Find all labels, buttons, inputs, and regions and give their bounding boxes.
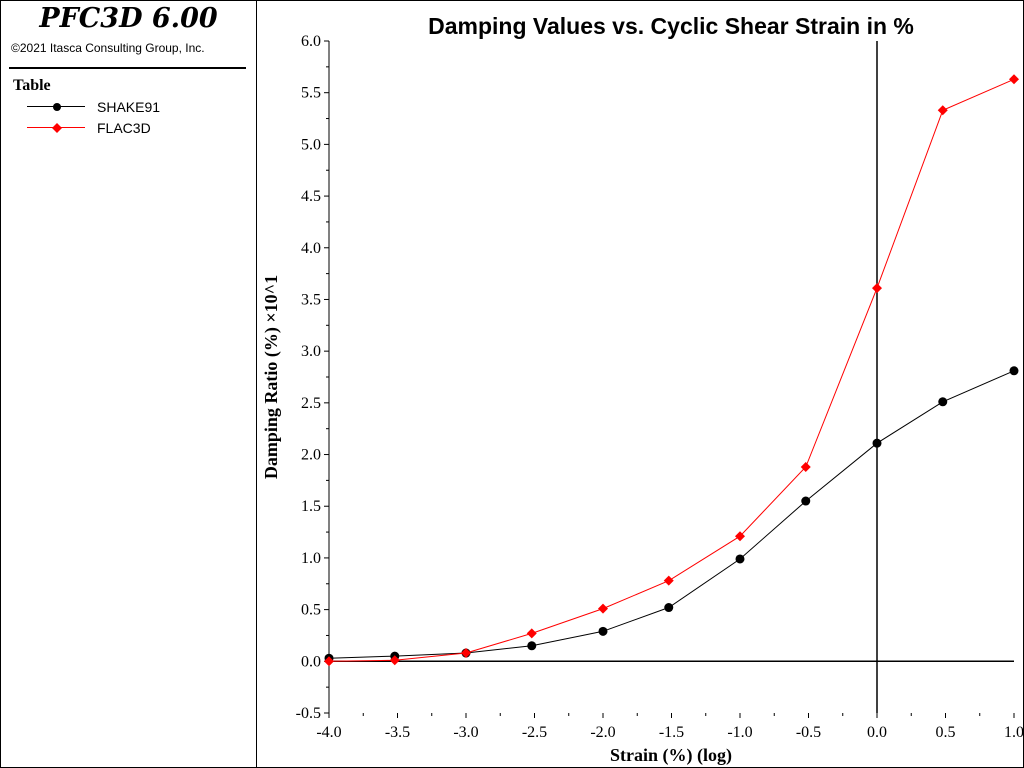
x-tick-label: 0.0 — [867, 724, 887, 741]
y-tick-label: 0.5 — [301, 602, 321, 619]
y-tick-label: 1.5 — [301, 498, 321, 515]
y-tick-label: 6.0 — [301, 33, 321, 50]
y-tick-label: 3.5 — [301, 291, 321, 308]
data-point-flac3d — [735, 531, 745, 542]
y-tick-label: 4.5 — [301, 188, 321, 205]
series-layer — [324, 74, 1019, 667]
data-point-shake91 — [1009, 366, 1019, 376]
y-tick-label: 5.5 — [301, 85, 321, 102]
legend-panel: PFC3D 6.00 ©2021 Itasca Consulting Group… — [1, 1, 257, 767]
x-tick-label: -3.5 — [385, 724, 410, 741]
sidebar-divider — [9, 67, 246, 69]
x-tick-label: -4.0 — [316, 724, 341, 741]
legend-label-shake91: SHAKE91 — [97, 99, 161, 115]
data-point-flac3d — [526, 628, 537, 639]
data-point-flac3d — [389, 655, 400, 666]
x-tick-label: -2.0 — [590, 724, 615, 741]
data-point-shake91 — [735, 554, 745, 564]
circle-marker-icon — [53, 103, 61, 111]
data-point-flac3d — [461, 648, 471, 659]
y-tick-label: 0.0 — [301, 653, 321, 670]
diamond-marker-icon — [52, 123, 62, 133]
data-point-flac3d — [937, 105, 948, 116]
data-point-shake91 — [598, 626, 608, 636]
x-tick-label: -1.5 — [659, 724, 684, 741]
y-tick-label: 5.0 — [301, 136, 321, 153]
y-tick-label: 4.0 — [301, 240, 321, 257]
legend-label-flac3d: FLAC3D — [97, 120, 151, 136]
x-tick-label: 0.5 — [936, 724, 956, 741]
data-point-shake91 — [664, 603, 674, 613]
legend-title: Table — [13, 77, 51, 94]
y-tick-label: 2.0 — [301, 447, 321, 464]
data-point-flac3d — [1009, 74, 1019, 85]
data-point-flac3d — [872, 283, 882, 294]
data-point-flac3d — [598, 603, 608, 614]
x-tick-label: -2.5 — [522, 724, 547, 741]
x-tick-label: 1.0 — [1004, 724, 1023, 741]
data-point-shake91 — [801, 496, 811, 506]
data-point-shake91 — [872, 438, 882, 448]
series-line-shake91 — [328, 370, 1015, 659]
data-point-shake91 — [938, 397, 948, 407]
data-point-flac3d — [324, 656, 334, 667]
data-point-flac3d — [663, 575, 674, 586]
axes: -0.5 0.0 0.5 1.0 1.5 2.0 2.5 3.0 3.5 4.0 4.5 5.0 5.5… — [296, 33, 1023, 741]
y-axis-title: Damping Ratio (%) ×10^1 — [261, 275, 282, 479]
y-tick-label: 1.0 — [301, 550, 321, 567]
chart: Damping Values vs. Cyclic Shear Strain i… — [261, 13, 1023, 766]
chart-title: Damping Values vs. Cyclic Shear Strain i… — [428, 13, 914, 39]
x-axis-title: Strain (%) (log) — [610, 745, 732, 766]
copyright-notice: ©2021 Itasca Consulting Group, Inc. — [11, 41, 205, 55]
x-tick-label: -1.0 — [727, 724, 752, 741]
series-line-flac3d — [328, 78, 1015, 662]
data-point-flac3d — [800, 461, 811, 472]
y-tick-label: 3.0 — [301, 343, 321, 360]
y-tick-label: -0.5 — [296, 705, 321, 722]
x-tick-label: -0.5 — [796, 724, 821, 741]
app-title: PFC3D 6.00 — [39, 3, 218, 34]
x-tick-label: -3.0 — [453, 724, 478, 741]
y-tick-label: 2.5 — [301, 395, 321, 412]
data-point-shake91 — [527, 641, 537, 651]
